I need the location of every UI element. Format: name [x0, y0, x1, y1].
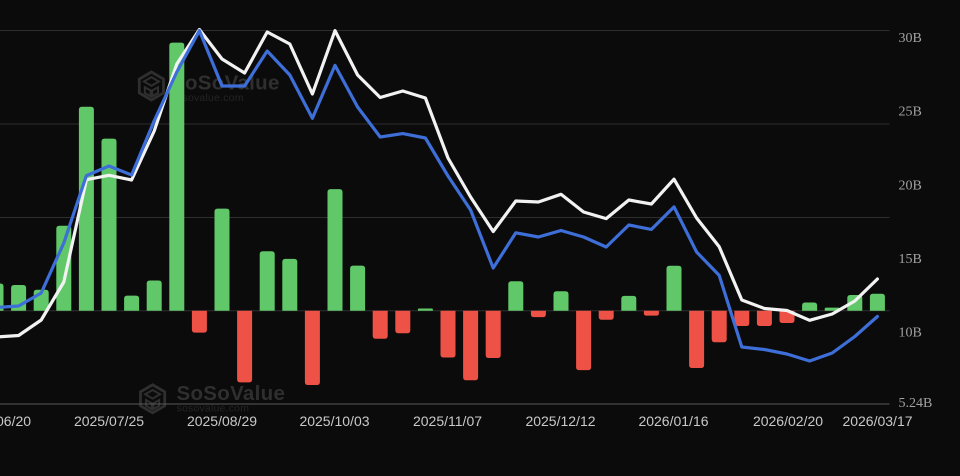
svg-text:2026/01/16: 2026/01/16 — [638, 413, 708, 429]
svg-text:2025/08/29: 2025/08/29 — [187, 413, 257, 429]
svg-text:5.24B: 5.24B — [899, 396, 933, 411]
svg-text:2025/10/03: 2025/10/03 — [299, 413, 369, 429]
svg-text:SoSoValue: SoSoValue — [177, 382, 286, 405]
svg-text:2026/02/20: 2026/02/20 — [753, 413, 823, 429]
svg-text:sosovalue.com: sosovalue.com — [177, 402, 250, 414]
svg-text:25B: 25B — [899, 105, 922, 120]
svg-text:2025/12/12: 2025/12/12 — [525, 413, 595, 429]
svg-text:2025/06/20: 2025/06/20 — [0, 413, 31, 429]
svg-text:15B: 15B — [899, 252, 922, 267]
svg-text:SoSoValue: SoSoValue — [171, 71, 280, 94]
svg-text:2026/03/17: 2026/03/17 — [842, 413, 912, 429]
svg-text:30B: 30B — [899, 31, 922, 46]
svg-text:sosovalue.com: sosovalue.com — [171, 92, 244, 104]
svg-text:2025/11/07: 2025/11/07 — [413, 413, 482, 429]
svg-text:2025/07/25: 2025/07/25 — [74, 413, 144, 429]
svg-text:10B: 10B — [899, 325, 922, 340]
svg-text:20B: 20B — [899, 179, 922, 194]
